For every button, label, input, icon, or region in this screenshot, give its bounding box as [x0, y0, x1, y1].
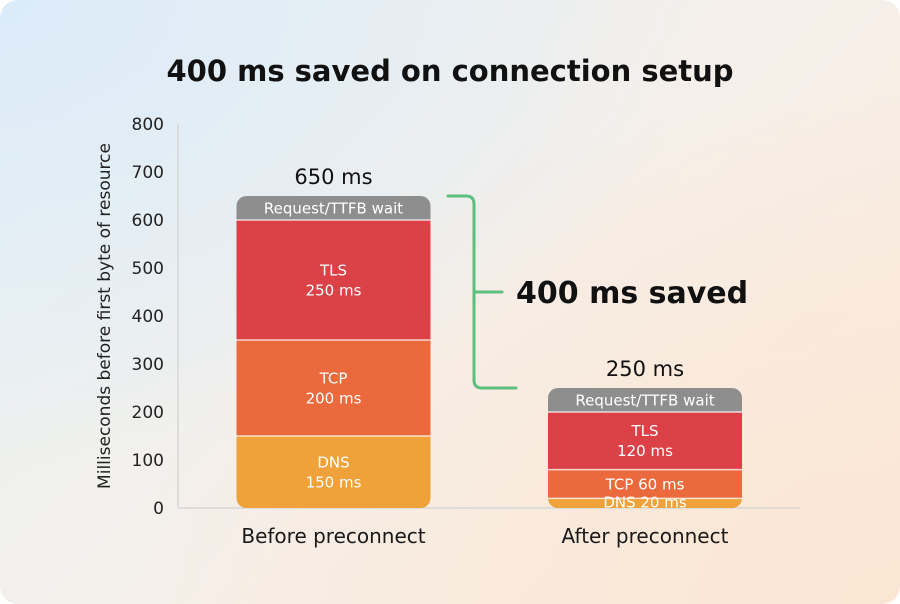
- bar-group: [548, 388, 742, 508]
- y-tick-label: 100: [132, 451, 164, 471]
- y-tick-label: 200: [132, 403, 164, 423]
- savings-bracket: [446, 194, 518, 390]
- x-category-label: After preconnect: [562, 524, 729, 548]
- bar-total-label: 650 ms: [294, 165, 372, 189]
- segment-label: TCP 60 ms: [605, 475, 685, 493]
- bar-segment-tls: [548, 412, 742, 470]
- segment-label: 150 ms: [306, 473, 362, 491]
- segment-label: TLS: [630, 422, 658, 440]
- y-tick-label: 0: [153, 499, 164, 519]
- segment-label: 120 ms: [617, 442, 673, 460]
- y-axis-title: Milliseconds before first byte of resour…: [95, 143, 115, 489]
- savings-annotation: 400 ms saved: [516, 276, 748, 311]
- bar-segment-request-ttfb-wait: [548, 388, 742, 412]
- bar-segment-tcp: [236, 340, 431, 436]
- bar-total-label: 250 ms: [606, 357, 684, 381]
- segment-label: DNS: [317, 453, 349, 471]
- y-tick-label: 400: [132, 307, 164, 327]
- y-tick-label: 800: [132, 115, 164, 135]
- segment-label: Request/TTFB wait: [575, 391, 714, 409]
- bar-segment-dns: [236, 436, 431, 508]
- y-tick-label: 500: [132, 259, 164, 279]
- bar-segment-request-ttfb-wait: [236, 196, 431, 220]
- x-category-label: Before preconnect: [241, 524, 425, 548]
- chart-title: 400 ms saved on connection setup: [166, 54, 734, 88]
- bar-segment-tcp: [548, 469, 742, 499]
- segment-label: Request/TTFB wait: [264, 199, 403, 217]
- segment-label: TCP: [319, 369, 348, 387]
- segment-label: TLS: [319, 261, 347, 279]
- y-tick-label: 700: [132, 163, 164, 183]
- bar-group: [236, 196, 431, 508]
- segment-label: 250 ms: [306, 281, 362, 299]
- y-tick-label: 600: [132, 211, 164, 231]
- segment-label: DNS 20 ms: [603, 494, 687, 512]
- y-tick-label: 300: [132, 355, 164, 375]
- segment-label: 200 ms: [306, 389, 362, 407]
- bar-segment-tls: [236, 220, 431, 340]
- bar-segment-dns: [548, 498, 742, 508]
